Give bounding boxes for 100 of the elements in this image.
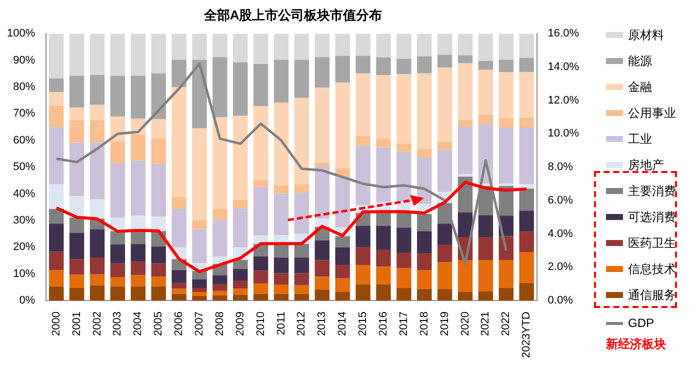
bar [396,288,412,301]
y-tick-label: 40% [13,188,36,200]
bar [90,199,105,219]
bar [90,104,105,120]
legend-label: 医药卫生 [628,234,676,252]
x-tick-label: 2000 [50,312,62,336]
bar [356,226,370,248]
bar [314,88,330,163]
y-tick-label: 50% [13,161,36,174]
bar [356,56,370,74]
bar [274,194,289,236]
bar [253,34,268,64]
bar [356,136,370,146]
bar [48,34,64,78]
bar [274,294,289,301]
bar [192,220,207,230]
bar [212,284,228,291]
bar [90,229,105,258]
legend-label: 能源 [628,52,652,70]
bar [90,142,105,200]
y2-tick-label: 8.0% [548,161,574,174]
bar [192,292,207,296]
bar [376,250,391,267]
legend-label: 主要消费 [628,182,676,200]
bar [396,58,412,74]
bar [253,106,268,180]
bar [69,288,84,301]
bar [478,291,494,301]
bar [437,54,452,68]
bar [356,247,370,266]
bar [376,284,391,301]
x-tick-label: 2004 [132,312,144,336]
bar [212,295,228,301]
x-tick-label: 2019 [438,312,451,336]
bar [437,262,452,289]
bar [90,74,105,105]
bar [212,57,228,118]
text: 新经济板块 [606,336,667,353]
bar [110,141,126,164]
bar [192,60,207,128]
y-tick-label: 0% [19,294,36,307]
bar [458,120,473,126]
bar [212,208,228,220]
bar [192,296,207,301]
bar [417,34,432,56]
bar [130,34,146,76]
bar [294,273,310,286]
bar [192,229,207,264]
bar [233,116,248,200]
bar [376,226,391,250]
legend-label: 可选消费 [628,208,676,226]
x-tick-label: 2013 [316,312,328,336]
bar [151,73,166,120]
bar [253,180,268,187]
bar [192,279,207,288]
x-tick-label: 2017 [398,312,410,336]
bar [417,270,432,289]
y2-tick-label: 10.0% [548,128,580,140]
bar [172,270,186,283]
bar [212,34,228,58]
bar [335,292,350,301]
x-tick-label: 2008 [214,312,226,336]
x-tick-label: 2006 [173,312,186,336]
bar [335,247,350,266]
y-tick-label: 20% [13,241,36,254]
x-tick-label: 2020 [459,312,472,336]
bar [274,185,289,194]
bar [437,224,452,244]
x-tick-label: 2023YTD [520,311,533,358]
bar [130,76,146,118]
bar [294,192,310,234]
bar [233,269,248,281]
x-tick-label: 2001 [70,312,83,336]
bar [48,184,64,209]
bar [519,34,534,58]
bar [69,218,84,233]
legend-label: 工业 [628,130,652,148]
bar [519,252,534,283]
bar [274,258,289,274]
bar [192,288,207,292]
x-tick-label: 2011 [275,312,288,336]
bar [294,244,310,258]
bar [130,275,146,286]
bar [437,244,452,262]
bar [172,294,186,301]
bar [233,208,248,248]
bar [233,260,248,270]
bar [90,120,105,142]
x-tick-label: 2021 [480,312,492,336]
bar [458,63,473,120]
bar [294,60,310,98]
y2-tick-label: 16.0% [548,28,580,40]
bar [498,128,514,184]
bar [69,34,84,76]
bar [417,73,432,149]
bar [172,208,186,248]
bar [69,142,84,196]
bar [69,120,84,143]
bar [233,280,248,289]
bar [274,60,289,103]
